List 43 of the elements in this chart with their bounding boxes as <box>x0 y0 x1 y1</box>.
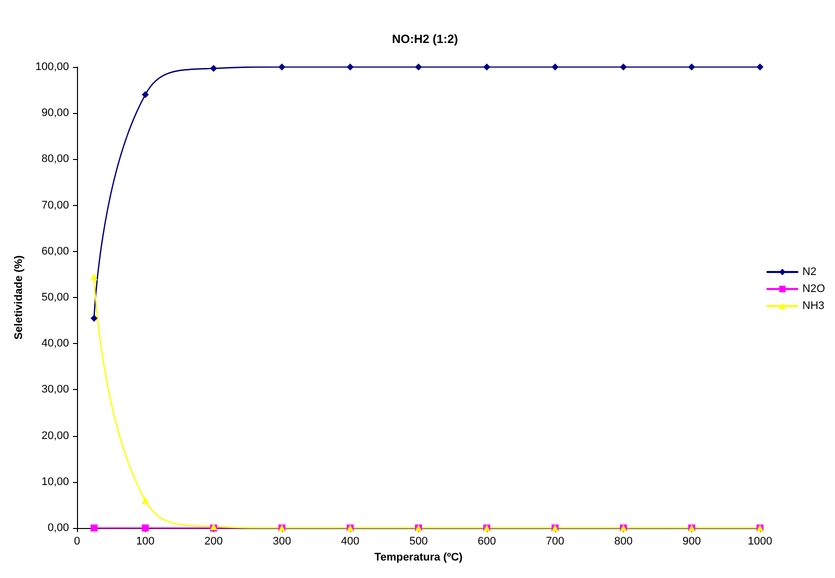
point <box>90 314 98 322</box>
point <box>278 64 286 70</box>
x-tick-label: 600 <box>478 536 496 548</box>
point <box>346 64 354 70</box>
point <box>483 64 490 70</box>
x-tick-label: 200 <box>204 536 223 548</box>
y-tick-label: 30,00 <box>41 384 69 396</box>
x-tick-label: 500 <box>409 536 428 548</box>
y-tick-label: 40,00 <box>41 338 69 350</box>
x-tick-label: 400 <box>341 536 360 548</box>
x-tick-label: 700 <box>546 536 564 548</box>
legend-label: N2 <box>802 266 816 278</box>
point <box>552 64 559 70</box>
x-tick-label: 100 <box>136 536 154 548</box>
y-tick-label: 20,00 <box>41 430 69 442</box>
point <box>415 64 422 70</box>
point <box>688 64 696 70</box>
x-tick-label: 900 <box>682 536 701 548</box>
y-tick-label: 60,00 <box>41 245 69 258</box>
point <box>142 496 149 504</box>
x-tick-label: 0 <box>74 536 80 548</box>
y-tick-label: 0,00 <box>48 522 69 534</box>
x-tick-label: 1000 <box>748 536 772 548</box>
y-tick-label: 70,00 <box>41 199 69 212</box>
point <box>756 64 764 70</box>
y-axis-title: Seletividade (%) <box>12 254 25 340</box>
legend-label: N2O <box>802 283 826 295</box>
y-tick-label: 80,00 <box>41 153 69 166</box>
y-tick-label: 90,00 <box>41 107 69 120</box>
point <box>142 524 149 532</box>
y-tick-label: 100,00 <box>35 61 69 73</box>
x-tick-label: 800 <box>614 536 633 548</box>
legend-label: NH3 <box>802 300 824 312</box>
point <box>620 64 627 70</box>
y-tick-label: 50,00 <box>41 292 69 304</box>
point <box>142 91 149 98</box>
point <box>90 524 98 532</box>
x-axis-title: Temperatura (ºC) <box>374 551 463 564</box>
point <box>210 64 218 72</box>
x-tick-label: 300 <box>272 536 292 548</box>
y-tick-label: 10,00 <box>41 476 69 488</box>
point <box>90 273 98 280</box>
chart-title: NO:H2 (1:2) <box>392 32 458 46</box>
